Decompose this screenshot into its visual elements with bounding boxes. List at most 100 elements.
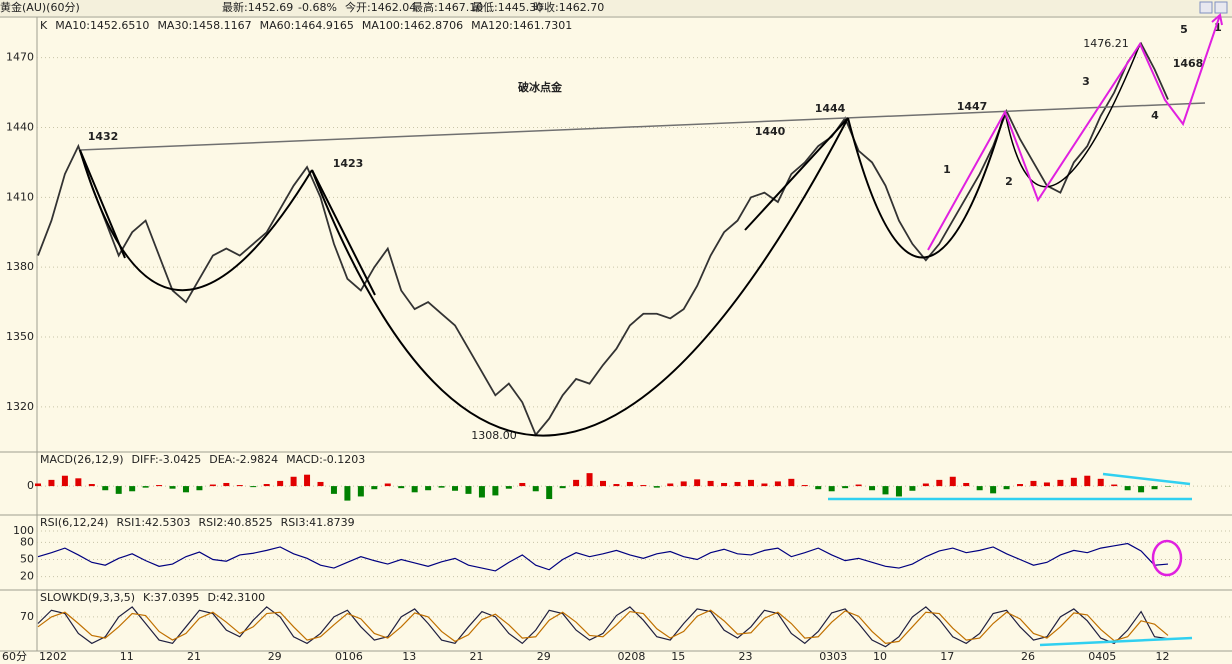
macd-bar bbox=[169, 486, 176, 489]
y-tick-label: 1320 bbox=[6, 400, 34, 413]
x-tick-label: 17 bbox=[940, 650, 954, 663]
annotation: 1308.00 bbox=[471, 429, 517, 442]
x-tick-label: 29 bbox=[537, 650, 551, 663]
macd-bar bbox=[88, 484, 95, 487]
annotation: 1447 bbox=[957, 100, 988, 113]
macd-bar bbox=[532, 486, 539, 492]
macd-bar bbox=[61, 475, 68, 487]
instrument-title: 黄金(AU)(60分) bbox=[0, 0, 80, 14]
macd-bar bbox=[371, 486, 378, 490]
legend-entry: DEA:-2.9824 bbox=[209, 453, 278, 466]
macd-bar bbox=[236, 485, 243, 487]
neckline bbox=[79, 102, 1206, 151]
x-tick-label: 21 bbox=[187, 650, 201, 663]
highlight-circle bbox=[1151, 539, 1183, 577]
annotation: 1 bbox=[1214, 21, 1222, 34]
macd-bar bbox=[1003, 486, 1010, 490]
macd-bar bbox=[142, 486, 149, 488]
annotation: 1476.21 bbox=[1083, 37, 1129, 50]
macd-bar bbox=[895, 486, 902, 497]
y-tick-label: 0 bbox=[27, 479, 34, 492]
macd-bar bbox=[815, 486, 822, 490]
macd-bar bbox=[613, 484, 620, 487]
macd-bar bbox=[976, 486, 983, 491]
macd-bar bbox=[680, 481, 687, 487]
x-tick-label: 1202 bbox=[39, 650, 67, 663]
x-tick-label: 29 bbox=[268, 650, 282, 663]
header: 黄金(AU)(60分) 最新:1452.69 -0.68% 今开:1462.04最高… bbox=[0, 0, 604, 14]
y-tick-label: 20 bbox=[20, 570, 34, 583]
macd-bar bbox=[1043, 482, 1050, 487]
legend-entry: D:42.3100 bbox=[207, 591, 265, 604]
x-tick-label: 0303 bbox=[819, 650, 847, 663]
macd-bar bbox=[48, 479, 55, 487]
header-bar bbox=[0, 0, 1232, 16]
macd-bar bbox=[129, 486, 136, 492]
macd-bar bbox=[828, 486, 835, 492]
macd-bar bbox=[330, 486, 337, 494]
annotation: 1444 bbox=[815, 102, 846, 115]
annotation: 2 bbox=[1005, 175, 1013, 188]
macd-bar bbox=[290, 476, 297, 487]
macd-bar bbox=[949, 476, 956, 487]
macd-bar bbox=[1097, 478, 1104, 487]
y-tick-label: 100 bbox=[13, 524, 34, 537]
annotation: 破冰点金 bbox=[518, 80, 563, 94]
annotation: 5 bbox=[1180, 23, 1188, 36]
x-tick-label: 26 bbox=[1021, 650, 1035, 663]
macd-bar bbox=[707, 480, 714, 487]
annotation: 1440 bbox=[755, 125, 786, 138]
macd-bar bbox=[1017, 484, 1024, 487]
macd-bar bbox=[990, 486, 997, 494]
macd-bar bbox=[519, 482, 526, 487]
macd-bar bbox=[505, 486, 512, 489]
macd-bar bbox=[694, 479, 701, 487]
macd-bar bbox=[223, 482, 230, 487]
price-line bbox=[37, 606, 1169, 648]
price-line bbox=[37, 542, 1169, 572]
macd-bar bbox=[209, 484, 216, 487]
macd-bar bbox=[1151, 486, 1158, 490]
y-tick-label: 1410 bbox=[6, 190, 34, 203]
x-tick-label: 13 bbox=[402, 650, 416, 663]
x-tick-label: 12 bbox=[1156, 650, 1170, 663]
macd-bar bbox=[384, 483, 391, 487]
macd-bar bbox=[425, 486, 432, 491]
panel-frames bbox=[0, 16, 1232, 652]
macd-bar bbox=[452, 486, 459, 491]
macd-bar bbox=[882, 486, 889, 495]
annotation: 1 bbox=[943, 163, 951, 176]
nav-left-button[interactable] bbox=[1199, 1, 1213, 14]
macd-bar bbox=[102, 486, 109, 491]
macd-bar bbox=[35, 483, 41, 487]
macd-bar bbox=[465, 486, 472, 494]
macd-bar bbox=[626, 481, 633, 487]
macd-bar bbox=[1124, 486, 1131, 491]
macd-bar bbox=[801, 485, 808, 487]
annotation: 1423 bbox=[333, 157, 364, 170]
plot: 1202 11 21 29 0106 13 21 29 0208 15 23 0303 10 17 26 04… bbox=[6, 19, 1232, 663]
annotation: 1432 bbox=[88, 130, 119, 143]
macd-bar bbox=[156, 485, 163, 487]
divergence-line bbox=[828, 472, 1192, 501]
quote-field: 最高:1467.10 bbox=[412, 0, 483, 14]
annotation: 3 bbox=[1082, 75, 1090, 88]
macd-bar bbox=[1030, 480, 1037, 487]
macd-bar bbox=[398, 486, 405, 489]
macd-bar bbox=[909, 486, 916, 491]
macd-bar bbox=[438, 486, 445, 488]
macd-bar bbox=[640, 485, 647, 487]
y-tick-label: 1380 bbox=[6, 260, 34, 273]
legend-entry: RSI2:40.8525 bbox=[199, 516, 273, 529]
x-tick-label: 10 bbox=[873, 650, 887, 663]
macd-bar bbox=[573, 479, 580, 487]
y-tick-label: 70 bbox=[20, 610, 34, 623]
legend-entry: MACD(26,12,9) bbox=[40, 453, 124, 466]
macd-bar bbox=[75, 478, 82, 487]
nav-right-button[interactable] bbox=[1214, 1, 1228, 14]
x-tick-label: 0405 bbox=[1088, 650, 1116, 663]
trend-line bbox=[79, 117, 849, 296]
